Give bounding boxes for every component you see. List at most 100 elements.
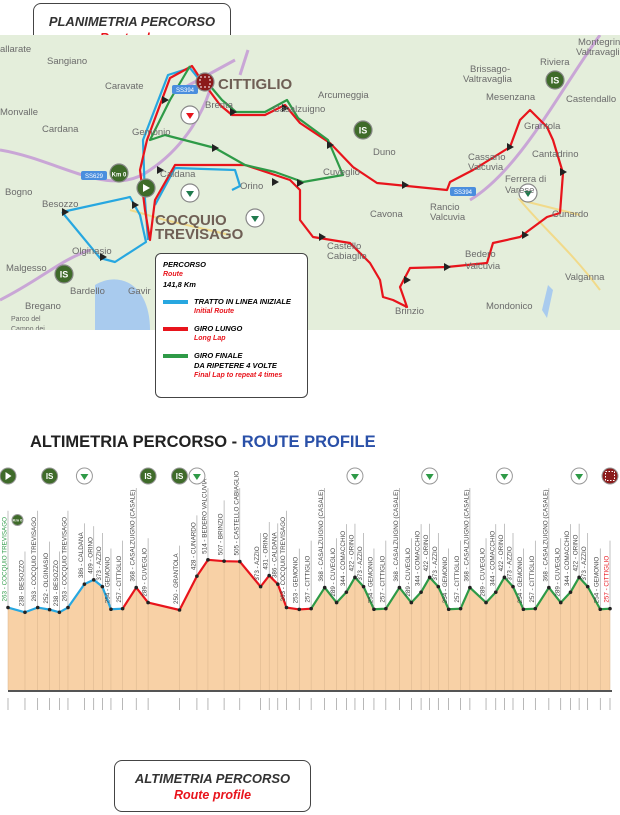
waypoint-label: 507 - BRINZIO: [218, 513, 225, 555]
waypoint-dot: [66, 605, 70, 610]
marker-text: IS: [144, 472, 152, 481]
waypoint-dot: [502, 575, 507, 580]
town-label: Cuveglio: [323, 167, 360, 178]
lake: [95, 279, 150, 330]
legend-title: PERCORSO: [163, 260, 206, 269]
waypoint-dot: [353, 575, 357, 580]
town-label: Ferrera di: [505, 174, 547, 185]
direction-arrow-icon: [319, 233, 326, 241]
feed-zone-icon-glyph: [186, 191, 194, 197]
feed-zone-icon: [518, 183, 538, 203]
town-label: Valcuvia: [430, 212, 466, 223]
waypoint-label: 252 - OLGINASIO: [43, 553, 50, 604]
road-label-bg: [81, 171, 107, 180]
km0-icon: Km 0: [11, 514, 24, 526]
waypoint-dot: [427, 575, 432, 580]
waypoint-label: 431 - ORINO: [263, 533, 270, 570]
waypoint-dot: [585, 584, 590, 589]
is-marker-icon-text: IS: [359, 126, 368, 136]
direction-arrow-icon: [212, 144, 219, 152]
legend-label-en: Final Lap to repeat 4 times: [194, 372, 283, 379]
waypoint-label: 368 - CASALZUIGNO (CASALE): [130, 490, 137, 582]
waypoint-dot: [309, 606, 313, 611]
waypoint-dot: [177, 608, 182, 612]
elevation-profile: 263 - COCQUIO TREVISAGO0,0238 - BESOZZO4…: [0, 467, 619, 710]
marker-text: IS: [176, 472, 184, 481]
direction-arrow-icon: [100, 253, 107, 261]
legend-label-en: Initial Route: [194, 308, 235, 315]
route-line: [138, 64, 565, 309]
waypoint-label: 254 - GEMONIO: [442, 557, 449, 604]
waypoint-label: 373 - AZZIO: [96, 546, 103, 580]
waypoint-dot: [120, 606, 125, 611]
town-label: Besozzo: [42, 199, 79, 210]
legend-label-2: DA RIPETERE 4 VOLTE: [194, 361, 277, 370]
town-label: Parco del: [11, 316, 41, 323]
town-label: Grantola: [524, 121, 561, 132]
lake: [542, 285, 553, 318]
legend-label: GIRO FINALE: [194, 351, 243, 360]
is-marker-icon-text: IS: [551, 76, 560, 86]
route-map-lines: SS629 SS394 SS394 IS IS IS Km 0: [0, 35, 602, 330]
waypoint-label: 373 - AZZIO: [581, 546, 588, 580]
waypoint-dot: [533, 606, 538, 611]
route-map[interactable]: SS629 SS394 SS394 IS IS IS Km 0 allarate Sangia…: [0, 35, 620, 330]
route-line: [154, 166, 242, 206]
finish-icon: [601, 467, 619, 485]
town-label: allarate: [0, 44, 32, 55]
km0-marker-icon: Km 0: [109, 163, 129, 183]
direction-arrow-icon: [230, 108, 237, 116]
road: [129, 198, 601, 291]
waypoint-label: 238 - BESOZZO: [53, 560, 60, 606]
waypoint-dot: [57, 610, 62, 615]
waypoint-dot: [237, 559, 242, 564]
waypoint-label: 344 - COMACCHIO: [415, 531, 422, 586]
marker-text: IS: [46, 472, 54, 481]
waypoint-label: 257 - CITTIGLIO: [529, 556, 536, 603]
route-profile-box: ALTIMETRIA PERCORSO Route profile: [114, 760, 311, 812]
town-label: Bedero: [465, 249, 496, 260]
waypoint-label: 373 - AZZIO: [506, 546, 513, 580]
waypoint-dot: [206, 558, 210, 562]
feed-zone-red-icon: [180, 105, 200, 125]
triangle-glyph: [192, 474, 201, 480]
town-label: Malgesso: [6, 263, 47, 274]
road-label: SS394: [450, 187, 476, 196]
waypoint-label: 253 - GEMONIO: [293, 557, 300, 604]
IS-circle: [41, 467, 59, 485]
direction-arrow-icon: [297, 179, 304, 187]
waypoint-dot: [361, 584, 366, 589]
waypoint-dot: [493, 590, 498, 594]
waypoint-dot: [91, 577, 96, 582]
town-label: Valcuvia: [468, 162, 504, 173]
big-town-label: CITTIGLIO: [218, 76, 293, 93]
waypoint-dot: [577, 575, 581, 580]
waypoint-dot: [598, 607, 603, 612]
town-label: Mondonico: [486, 301, 533, 312]
waypoint-dot: [521, 607, 526, 612]
road-label-text: SS394: [176, 88, 195, 94]
road-label: SS629: [81, 171, 107, 180]
profile-fill: [8, 559, 610, 690]
waypoint-dot: [276, 582, 280, 586]
town-label: Bogno: [5, 187, 33, 198]
town-label: Riviera: [540, 57, 570, 68]
checker-glyph: [199, 76, 211, 88]
triangle-glyph: [425, 474, 434, 480]
town-label: Cassano: [468, 152, 506, 163]
town-label: Brissago-: [470, 64, 511, 75]
feed-zone-triangle-icon: [495, 467, 513, 485]
waypoint-label: 254 - GEMONIO: [594, 557, 601, 604]
waypoint-dot: [35, 605, 40, 610]
direction-arrow-icon: [132, 201, 139, 209]
waypoint-dot: [436, 584, 441, 589]
legend-label-en: Long Lap: [194, 335, 226, 342]
IS-circle: [171, 467, 189, 485]
waypoint-label: 368 - CASALZUIGNO (CASALE): [393, 490, 400, 582]
legend-label: TRATTO IN LINEA INIZIALE: [194, 297, 291, 306]
waypoint-label: 254 - GEMONIO: [104, 557, 111, 604]
town-label: Monvalle: [0, 107, 39, 118]
waypoint-dot: [222, 559, 226, 563]
route-line: [148, 65, 345, 184]
profile-title-it: ALTIMETRIA PERCORSO -: [30, 433, 242, 451]
